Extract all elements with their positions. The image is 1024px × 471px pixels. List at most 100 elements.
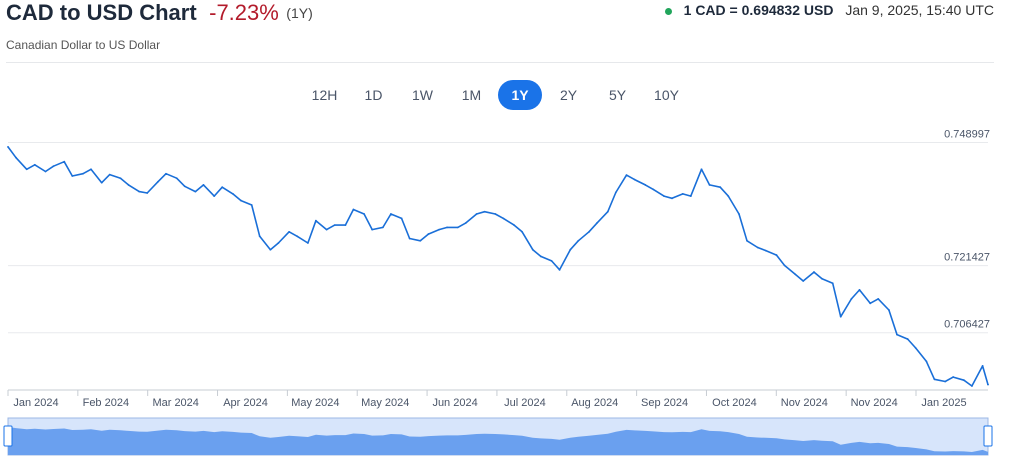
data-point	[33, 163, 36, 166]
data-point	[652, 188, 655, 191]
data-point	[165, 172, 167, 175]
tab-5y[interactable]: 5Y	[608, 87, 627, 103]
data-point	[689, 195, 692, 197]
data-point	[194, 190, 197, 193]
data-point	[202, 184, 205, 186]
data-point	[821, 277, 823, 280]
data-point	[502, 217, 505, 220]
data-point	[606, 210, 609, 213]
x-tick-label: Aug 2024	[571, 397, 618, 409]
data-point	[232, 192, 234, 195]
x-tick-label: Feb 2024	[83, 397, 129, 409]
data-point	[831, 282, 834, 285]
data-point	[408, 237, 411, 240]
data-point	[569, 248, 572, 251]
data-point	[802, 280, 805, 282]
data-point	[288, 230, 291, 233]
data-point	[588, 230, 590, 233]
data-point	[446, 226, 449, 229]
data-point	[963, 379, 965, 382]
x-tick-label: Jan 2025	[921, 397, 966, 409]
data-point	[539, 255, 542, 258]
data-point	[146, 192, 149, 194]
data-point	[987, 383, 989, 386]
data-point	[531, 248, 534, 251]
data-point	[625, 174, 628, 176]
data-point	[127, 184, 130, 186]
data-point	[981, 364, 984, 367]
data-point	[775, 254, 778, 256]
data-point	[269, 248, 272, 251]
data-point	[250, 204, 253, 206]
live-quote: 1 CAD = 0.694832 USD Jan 9, 2025, 15:40 …	[664, 2, 994, 18]
data-point	[138, 190, 141, 193]
data-point	[277, 242, 280, 244]
data-point	[175, 177, 178, 180]
data-point	[183, 185, 186, 188]
tab-2y[interactable]: 2Y	[559, 87, 578, 103]
quote-rate: 1 CAD = 0.694832 USD	[683, 2, 834, 18]
data-point	[464, 222, 467, 224]
navigator-left-handle[interactable]	[3, 425, 13, 447]
data-point	[108, 173, 111, 176]
y-tick-label: 0.706427	[944, 319, 990, 331]
data-point	[633, 178, 636, 181]
data-point	[914, 347, 917, 349]
x-tick-label: Jan 2024	[13, 397, 58, 409]
navigator-right-handle[interactable]	[983, 425, 993, 447]
tab-1y[interactable]: 1Y	[498, 80, 542, 110]
data-point	[746, 239, 748, 242]
data-point	[213, 195, 216, 197]
data-point	[400, 217, 403, 220]
data-point	[727, 195, 730, 197]
data-point	[456, 226, 459, 229]
data-point	[494, 213, 497, 215]
data-point	[90, 168, 92, 171]
data-point	[15, 156, 17, 159]
data-point	[813, 271, 815, 273]
data-point	[896, 333, 898, 336]
navigator-area	[8, 426, 988, 455]
chart-header: CAD to USD Chart -7.23% (1Y)	[6, 0, 313, 26]
data-point	[119, 177, 122, 180]
tab-10y[interactable]: 10Y	[654, 87, 679, 103]
data-point	[971, 385, 973, 387]
percent-change: -7.23%	[209, 0, 279, 25]
data-point	[850, 297, 853, 300]
data-point	[513, 224, 515, 227]
tab-12h[interactable]: 12H	[311, 87, 338, 103]
data-point	[558, 268, 561, 271]
data-point	[738, 213, 740, 215]
x-tick-label: Jun 2024	[432, 397, 477, 409]
exchange-rate-chart: 0.748997 0.721427 0.706427 Jan 2024 Feb 2024…	[3, 128, 993, 456]
data-point	[483, 210, 486, 213]
data-point	[221, 186, 224, 189]
data-point	[521, 230, 523, 233]
data-point	[839, 315, 842, 318]
data-point	[258, 235, 261, 238]
tab-1d[interactable]: 1D	[364, 87, 383, 103]
data-point	[71, 175, 74, 177]
data-point	[306, 242, 309, 244]
data-point	[63, 160, 66, 163]
x-tick-label: Jul 2024	[504, 397, 546, 409]
data-point	[427, 233, 430, 235]
data-point	[315, 219, 317, 222]
data-point	[906, 338, 909, 340]
data-point	[550, 259, 553, 262]
data-point	[644, 184, 647, 186]
data-point	[100, 181, 103, 184]
tab-1w[interactable]: 1W	[412, 87, 433, 103]
data-point	[352, 208, 355, 211]
data-point	[344, 224, 347, 227]
data-point	[389, 213, 392, 215]
data-point	[708, 184, 711, 186]
data-point	[944, 380, 947, 383]
data-point	[596, 222, 598, 224]
data-point	[869, 302, 872, 305]
x-tick-label: Nov 2024	[781, 397, 828, 409]
data-point	[577, 239, 580, 242]
tab-1m[interactable]: 1M	[461, 87, 482, 103]
data-point	[614, 191, 617, 194]
x-tick-label: Nov 2024	[851, 397, 898, 409]
